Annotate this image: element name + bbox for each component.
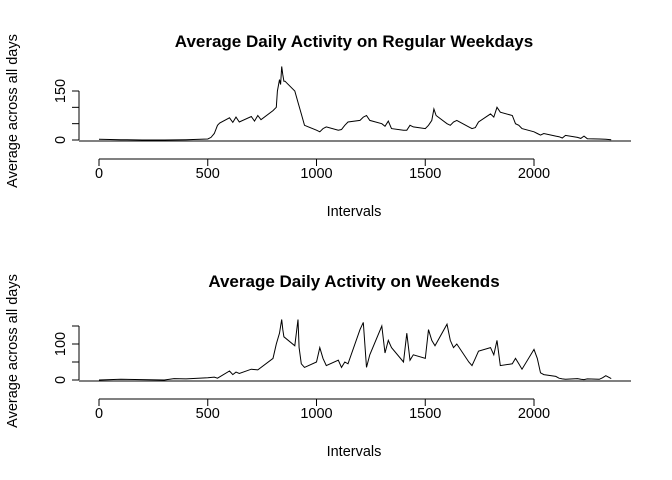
x-tick-label: 0 <box>95 406 103 422</box>
series-line <box>98 319 612 381</box>
x-tick-label: 500 <box>196 406 220 422</box>
y-tick-label: 0 <box>53 376 69 384</box>
x-tick-label: 500 <box>196 166 220 182</box>
x-axis-label: Intervals <box>327 204 382 220</box>
x-tick-label: 0 <box>95 166 103 182</box>
chart-panel-weekends: Average Daily Activity on Weekends Avera… <box>5 272 631 460</box>
x-axis-label: Intervals <box>327 444 382 460</box>
chart-title: Average Daily Activity on Weekends <box>208 272 499 291</box>
x-tick-label: 1000 <box>300 406 332 422</box>
x-tick-label: 2000 <box>518 166 550 182</box>
x-tick-label: 1500 <box>409 166 441 182</box>
chart-panel-weekdays: Average Daily Activity on Regular Weekda… <box>5 32 631 220</box>
y-tick-label: 0 <box>53 136 69 144</box>
y-axis-label: Average across all days <box>5 34 21 188</box>
x-tick-label: 1000 <box>300 166 332 182</box>
y-tick-label: 100 <box>53 332 69 356</box>
x-tick-label: 1500 <box>409 406 441 422</box>
chart-title: Average Daily Activity on Regular Weekda… <box>175 32 533 51</box>
y-tick-label: 150 <box>53 79 69 103</box>
x-tick-label: 2000 <box>518 406 550 422</box>
y-axis-label: Average across all days <box>5 274 21 428</box>
series-line <box>98 66 612 141</box>
